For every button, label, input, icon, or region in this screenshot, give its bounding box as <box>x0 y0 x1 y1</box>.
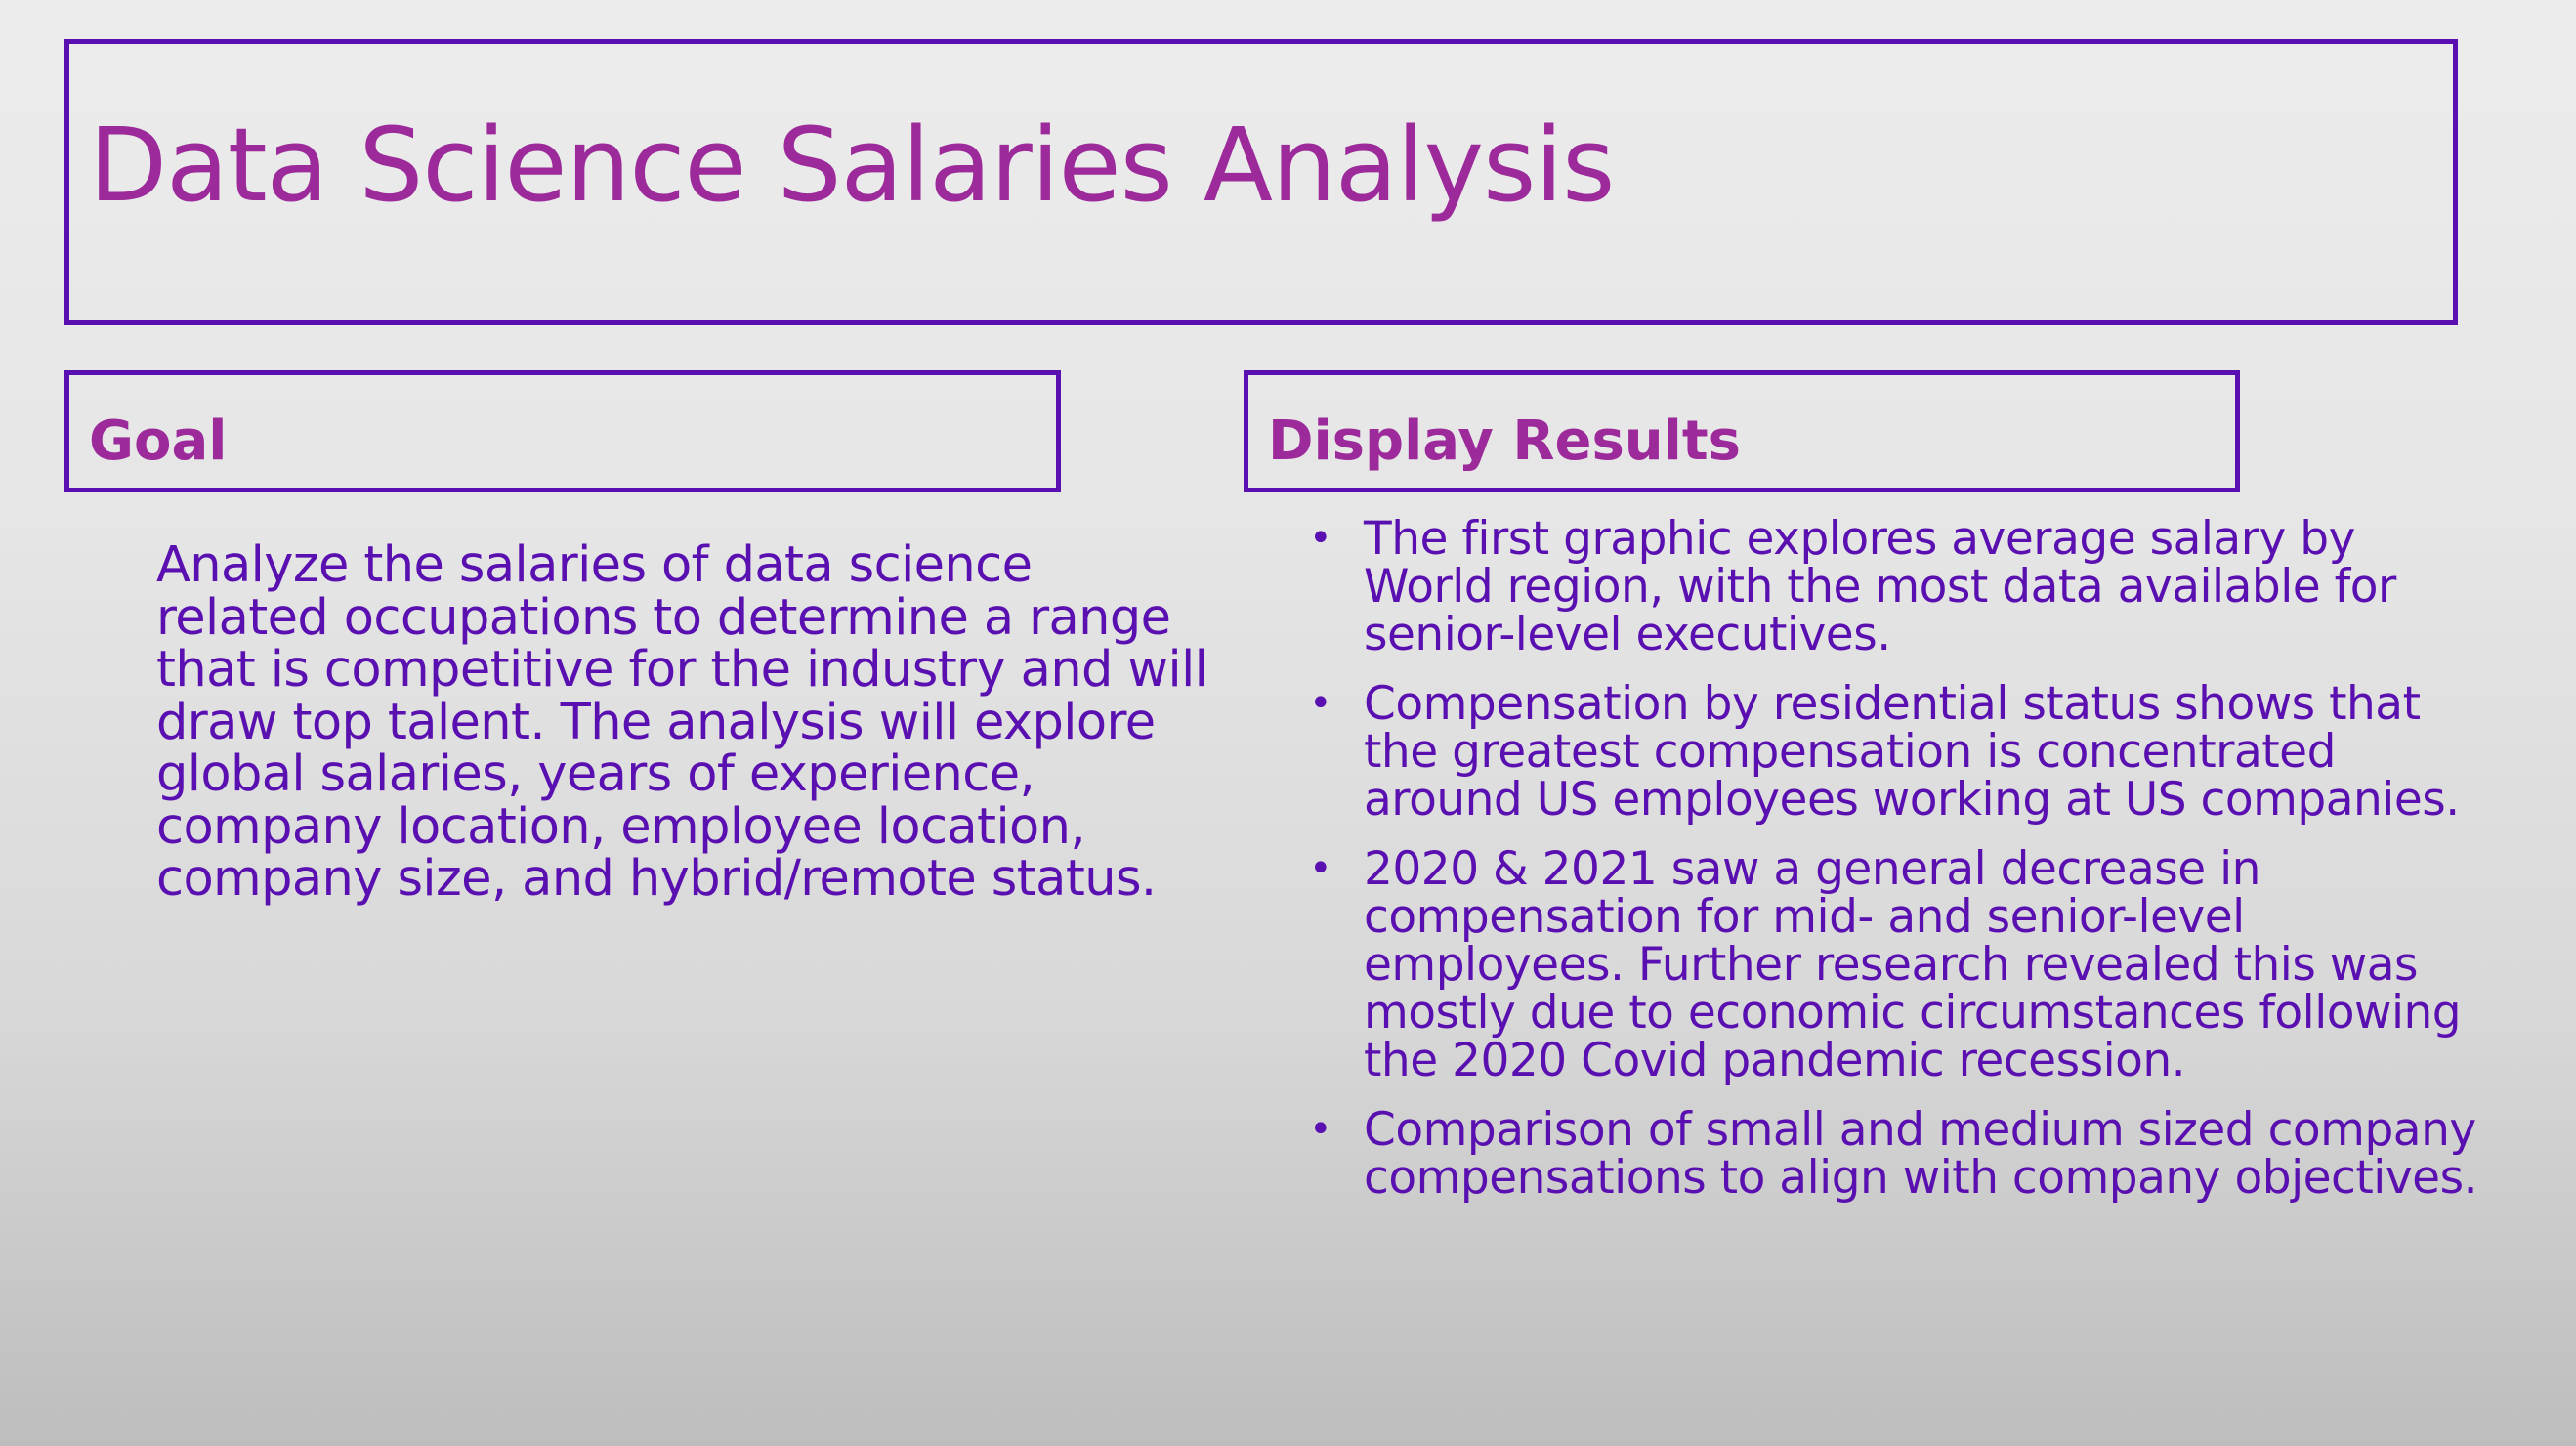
result-item-text: The first graphic explores average salar… <box>1364 512 2396 661</box>
page-title: Data Science Salaries Analysis <box>89 106 1615 225</box>
results-heading-box: Display Results <box>1244 370 2240 492</box>
bullet-icon: • <box>1309 1107 1332 1152</box>
bullet-icon: • <box>1309 681 1332 726</box>
bullet-icon: • <box>1309 846 1332 891</box>
result-item: • Compensation by residential status sho… <box>1309 680 2481 824</box>
results-heading: Display Results <box>1268 409 1741 473</box>
results-list: • The first graphic explores average sal… <box>1309 515 2481 1223</box>
result-item: • 2020 & 2021 saw a general decrease in … <box>1309 845 2481 1084</box>
result-item-text: 2020 & 2021 saw a general decrease in co… <box>1364 842 2462 1087</box>
goal-text: Analyze the salaries of data science rel… <box>156 536 1208 908</box>
result-item: • Comparison of small and medium sized c… <box>1309 1106 2481 1202</box>
title-box: Data Science Salaries Analysis <box>64 39 2458 325</box>
bullet-icon: • <box>1309 516 1332 561</box>
goal-heading: Goal <box>89 409 228 473</box>
result-item-text: Comparison of small and medium sized com… <box>1364 1103 2478 1205</box>
result-item-text: Compensation by residential status shows… <box>1364 677 2460 827</box>
result-item: • The first graphic explores average sal… <box>1309 515 2481 659</box>
goal-heading-box: Goal <box>64 370 1061 492</box>
